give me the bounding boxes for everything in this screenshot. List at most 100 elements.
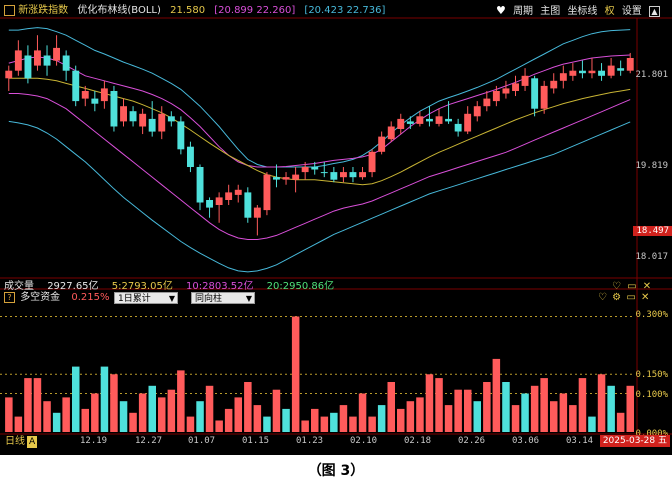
- fund-bar: [377, 405, 386, 432]
- candle-body: [550, 80, 558, 89]
- fund-bar: [616, 412, 625, 432]
- bar-style-select[interactable]: 同向柱 ▼: [191, 292, 255, 304]
- close-icon[interactable]: ✕: [642, 281, 652, 292]
- lower-y-label-2: 0.150%: [635, 370, 668, 380]
- fund-bar: [158, 397, 166, 432]
- candle-body: [110, 91, 118, 127]
- fund-bar: [607, 385, 615, 432]
- heart-icon[interactable]: ♥: [496, 4, 506, 17]
- accumulation-select[interactable]: 1日累计 ▼: [114, 292, 178, 304]
- stock-chart-window: 新涨跌指数 优化布林线(BOLL) 21.580 [20.899 22.260]…: [0, 0, 672, 455]
- heart-outline-icon[interactable]: ♡: [598, 292, 607, 303]
- fund-bar: [263, 416, 271, 432]
- fund-bar: [559, 393, 568, 432]
- candle-body: [177, 121, 185, 150]
- fund-bar: [301, 420, 309, 432]
- fund-bar: [138, 393, 147, 432]
- boll-inner-range: [20.899 22.260]: [214, 5, 296, 16]
- lower-y-label-4: 0.000%: [635, 429, 668, 439]
- fund-bar: [530, 385, 539, 432]
- menu-rights[interactable]: 权: [604, 6, 615, 17]
- candle-body: [14, 50, 22, 71]
- x-tick: 03.06: [512, 436, 540, 446]
- candle-body: [62, 55, 70, 71]
- candle-body: [167, 116, 175, 122]
- candle-body: [464, 113, 472, 132]
- candle-body: [426, 118, 433, 122]
- candle-body: [311, 167, 319, 170]
- candle-body: [81, 91, 89, 99]
- y-label-1: 21.801: [635, 70, 668, 80]
- menu-main-chart[interactable]: 主图: [540, 6, 561, 17]
- fund-bar: [511, 405, 520, 432]
- candle-body: [569, 70, 577, 76]
- menu-axis[interactable]: 坐标线: [567, 6, 598, 17]
- menu-period[interactable]: 周期: [513, 6, 534, 17]
- boll-mid-value: 21.580: [170, 5, 206, 16]
- fund-bar: [368, 416, 376, 432]
- candle-body: [617, 68, 625, 71]
- candle-body: [521, 75, 529, 86]
- fund-bar: [626, 385, 634, 432]
- expand-icon[interactable]: ▭: [627, 281, 637, 292]
- heart-outline-icon[interactable]: ♡: [612, 281, 621, 292]
- fund-bar: [224, 408, 233, 432]
- candle-body: [129, 111, 137, 122]
- x-tick: 01.23: [296, 436, 324, 446]
- fund-bar: [244, 382, 252, 432]
- adjust-badge[interactable]: A: [27, 436, 38, 448]
- volume-line: 成交量 2927.65亿 5:2793.05亿 10:2803.52亿 20:2…: [4, 280, 334, 294]
- fund-bar: [234, 397, 242, 432]
- close-icon[interactable]: ✕: [640, 292, 650, 303]
- header-square-icon[interactable]: [4, 4, 15, 16]
- indicator-name[interactable]: 优化布林线(BOLL): [77, 5, 161, 16]
- candle-body: [359, 172, 366, 178]
- fund-bar: [483, 382, 491, 432]
- period-label[interactable]: 日线: [5, 436, 25, 447]
- candle-body: [158, 113, 166, 132]
- index-name[interactable]: 新涨跌指数: [18, 5, 69, 16]
- fund-bar: [72, 366, 80, 432]
- candle-body: [435, 116, 443, 124]
- collapse-up-icon[interactable]: ▲: [649, 6, 660, 17]
- fund-bar: [167, 389, 176, 432]
- candle-body: [579, 70, 586, 74]
- fund-bar: [177, 370, 185, 432]
- x-tick: 02.10: [350, 436, 378, 446]
- menu-settings[interactable]: 设置: [621, 6, 642, 17]
- fund-bar: [416, 397, 424, 432]
- candle-body: [349, 172, 357, 178]
- y-label-2: 19.819: [635, 161, 668, 171]
- fund-bar: [540, 378, 548, 432]
- fund-bar: [100, 366, 109, 432]
- fund-bar: [43, 401, 51, 432]
- candle-body: [244, 192, 252, 218]
- y-label-3: 18.017: [635, 252, 668, 262]
- boll-lower-outer-line: [8, 120, 631, 273]
- boll-outer-range: [20.423 22.736]: [304, 5, 386, 16]
- fund-bar: [62, 397, 70, 432]
- main-chart[interactable]: [0, 0, 672, 455]
- candle-body: [301, 167, 309, 173]
- fund-bar: [24, 378, 32, 432]
- settings-icon[interactable]: ⚙: [612, 292, 622, 303]
- x-tick: 03.14: [566, 436, 594, 446]
- main-header: 新涨跌指数 优化布林线(BOLL) 21.580 [20.899 22.260]…: [4, 4, 385, 18]
- candle-body: [512, 83, 519, 91]
- fund-bar: [502, 382, 510, 432]
- y-label-current: 18.497: [633, 226, 672, 236]
- fund-bar: [454, 389, 462, 432]
- fund-bar: [5, 397, 13, 432]
- help-icon[interactable]: ?: [4, 292, 15, 303]
- candle-body: [253, 207, 261, 218]
- lower-y-label-1: 0.300%: [635, 310, 668, 320]
- fund-bar: [425, 374, 434, 432]
- expand-icon[interactable]: ▭: [626, 292, 636, 303]
- fund-bar: [569, 405, 577, 432]
- fund-bar: [81, 408, 89, 432]
- fund-bar: [129, 412, 137, 432]
- lower-panel-title[interactable]: 多空资金: [20, 292, 61, 303]
- volume-label: 成交量: [4, 281, 34, 292]
- candle-body: [206, 200, 213, 208]
- candle-body: [378, 136, 386, 152]
